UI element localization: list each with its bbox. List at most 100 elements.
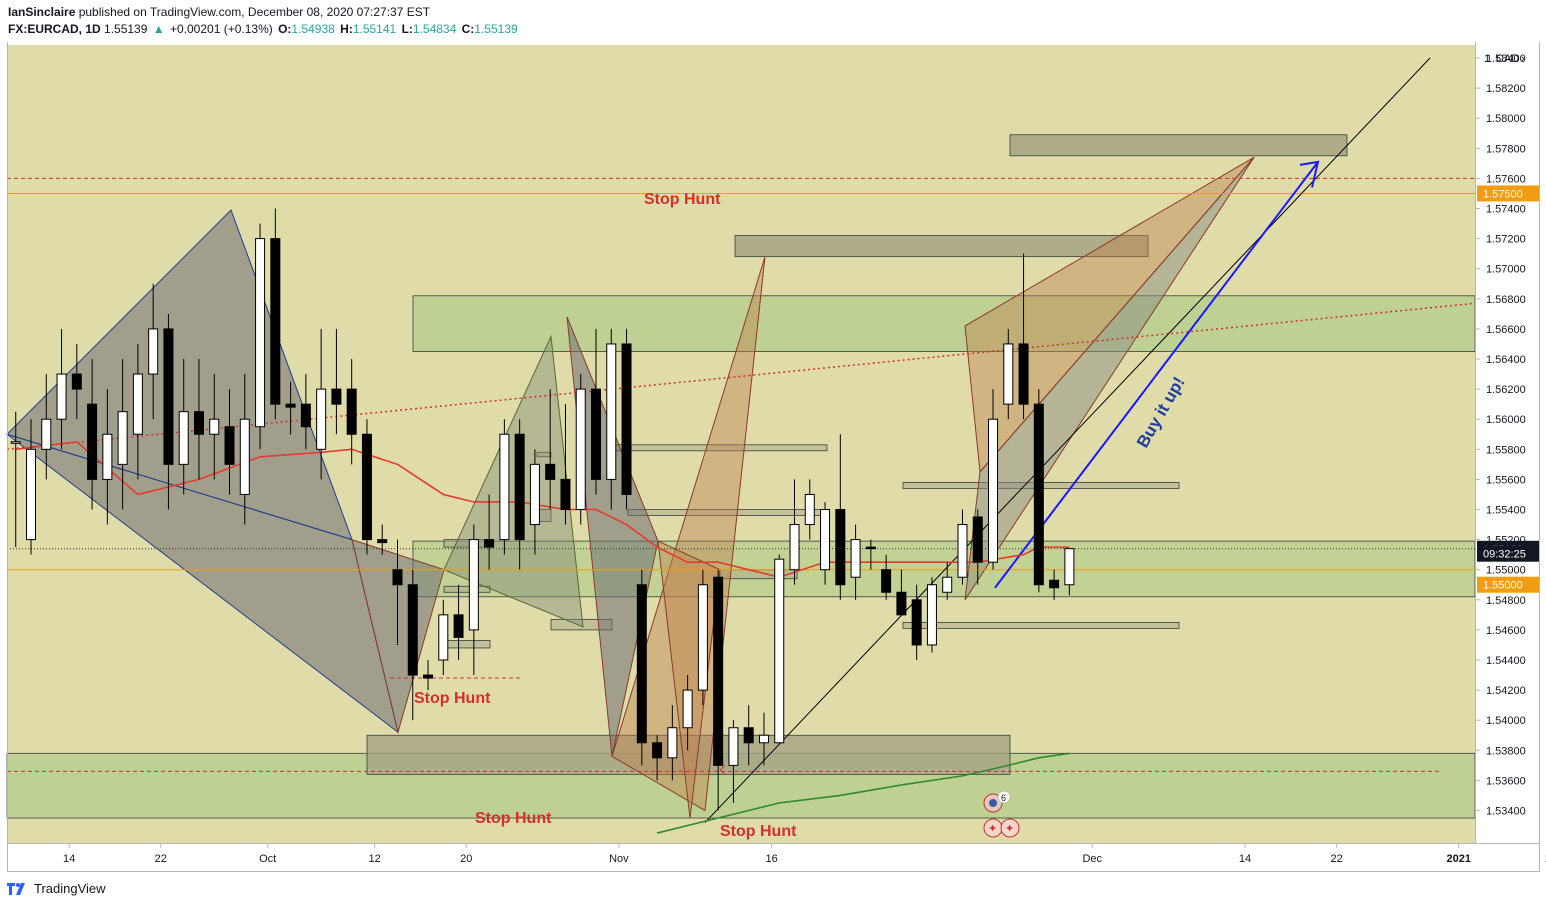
demand-box xyxy=(366,734,1011,775)
candle xyxy=(346,359,357,465)
moving-average-green xyxy=(656,752,1070,834)
price-tick-label: 1.58200 xyxy=(1486,83,1526,95)
ascending-trendline xyxy=(704,57,1431,823)
candle xyxy=(636,569,647,766)
date-tick-label: 20 xyxy=(460,853,472,865)
stop-hunt-arrow-icon xyxy=(719,764,726,775)
candle xyxy=(896,569,907,616)
candle-body xyxy=(728,727,739,766)
chart-canvas[interactable]: Stop Hunt Stop Hunt Stop Hunt Stop Hunt … xyxy=(0,42,1546,874)
candle-body xyxy=(56,373,67,420)
price-tick-label: 1.53800 xyxy=(1486,745,1526,757)
candle xyxy=(804,479,815,540)
candle xyxy=(606,328,617,510)
candle xyxy=(881,554,892,600)
author-name[interactable]: IanSinclaire xyxy=(8,5,76,19)
stop-hunt-label-bottom-right: Stop Hunt xyxy=(720,823,797,840)
candle xyxy=(331,328,342,435)
low-value: 1.54834 xyxy=(412,22,457,36)
price-tick-label: 1.54800 xyxy=(1486,595,1526,607)
trendline-dotted-red xyxy=(6,302,1476,451)
price-tick-label: 1.56800 xyxy=(1486,294,1526,306)
date-tick-label: 2021 xyxy=(1447,853,1471,865)
candle xyxy=(71,343,82,420)
price-label-text: 1.55000 xyxy=(1483,580,1523,592)
symbol-label[interactable]: FX:EURCAD, 1D xyxy=(8,22,101,36)
candle xyxy=(942,562,953,600)
candle xyxy=(438,599,449,676)
date-tick-label: Dec xyxy=(1082,853,1102,865)
candle xyxy=(132,343,143,480)
price-label-text: 1.57500 xyxy=(1483,188,1523,200)
date-tick-label: 14 xyxy=(1239,853,1251,865)
footer-brand[interactable]: TradingView xyxy=(34,880,106,896)
candle-body xyxy=(102,433,113,480)
harmonic-brown-1 xyxy=(611,256,766,812)
candle-body xyxy=(1049,579,1060,589)
zones-layer xyxy=(6,134,1476,819)
candle-body xyxy=(758,734,769,744)
date-tick-label: Oct xyxy=(259,853,276,865)
candle-body xyxy=(331,388,342,405)
candle xyxy=(423,660,434,691)
candle xyxy=(667,705,678,781)
price-tick-label: 1.58400 xyxy=(1486,53,1526,65)
upper-resistance-box xyxy=(734,235,1149,258)
minor-zone xyxy=(443,640,491,649)
candle xyxy=(758,712,769,766)
candle-body xyxy=(835,509,846,586)
date-tick-label: 14 xyxy=(63,853,75,865)
plot-area[interactable]: Stop Hunt Stop Hunt Stop Hunt Stop Hunt … xyxy=(6,45,1476,843)
canada-flag-icon-2[interactable] xyxy=(1000,818,1020,838)
date-tick-label: Nov xyxy=(609,853,629,865)
high-value: 1.55141 xyxy=(352,22,397,36)
candle-body xyxy=(606,343,617,480)
currency-label[interactable]: CAD xyxy=(1496,53,1519,65)
minor-zone xyxy=(443,585,491,593)
price-label-tag xyxy=(1477,545,1539,562)
lines-layer xyxy=(6,57,1476,834)
candle-body xyxy=(1003,343,1014,405)
candle xyxy=(102,389,113,525)
candle-body xyxy=(453,614,464,638)
date-tick-label: 12 xyxy=(368,853,380,865)
time-axis[interactable]: 1422Oct1220Nov16Dec142220211119 xyxy=(7,42,1546,872)
axis-prefix: 1 xyxy=(1484,53,1490,65)
price-tick-label: 1.57000 xyxy=(1486,264,1526,276)
candle-body xyxy=(942,576,953,593)
candle-body xyxy=(972,516,983,563)
candle xyxy=(682,675,693,751)
close-value: 1.55139 xyxy=(474,22,518,36)
publish-info: published on TradingView.com, December 0… xyxy=(75,5,431,19)
candle-body xyxy=(514,433,525,541)
candle xyxy=(41,374,52,480)
candle-body xyxy=(163,328,174,465)
candle-body xyxy=(774,558,785,744)
candle xyxy=(850,524,861,600)
price-ticks: 1.58400 1.58200 1.58000 1.57800 1.57600 1.574… xyxy=(1475,53,1526,818)
candle-body xyxy=(865,546,876,550)
candle xyxy=(1018,253,1029,420)
candle xyxy=(300,374,311,450)
axis-menu-chevron-icon[interactable]: › xyxy=(1521,53,1525,65)
candle xyxy=(621,328,632,510)
candle-body xyxy=(1064,548,1075,586)
candle xyxy=(117,359,128,510)
price-axis[interactable]: 1 CAD › 1.58400 1.58200 1.58000 1.57800 1.57… xyxy=(1475,42,1540,844)
price-axis-background xyxy=(1476,42,1540,844)
event-icons[interactable]: 6 ✦ ✦ xyxy=(983,790,1020,838)
candle-body xyxy=(988,418,999,563)
candle xyxy=(392,539,403,645)
price-tick-label: 1.58000 xyxy=(1486,113,1526,125)
candle-body xyxy=(209,418,220,435)
price-tick-label: 1.54000 xyxy=(1486,715,1526,727)
open-label: O: xyxy=(278,22,292,36)
candle-body xyxy=(1033,403,1044,586)
candle-body xyxy=(820,509,831,571)
candle xyxy=(285,381,296,435)
candle-body xyxy=(377,539,388,544)
candle xyxy=(407,569,418,721)
price-tick-label: 1.54200 xyxy=(1486,685,1526,697)
candle-body xyxy=(285,403,296,408)
candle xyxy=(1003,328,1014,420)
